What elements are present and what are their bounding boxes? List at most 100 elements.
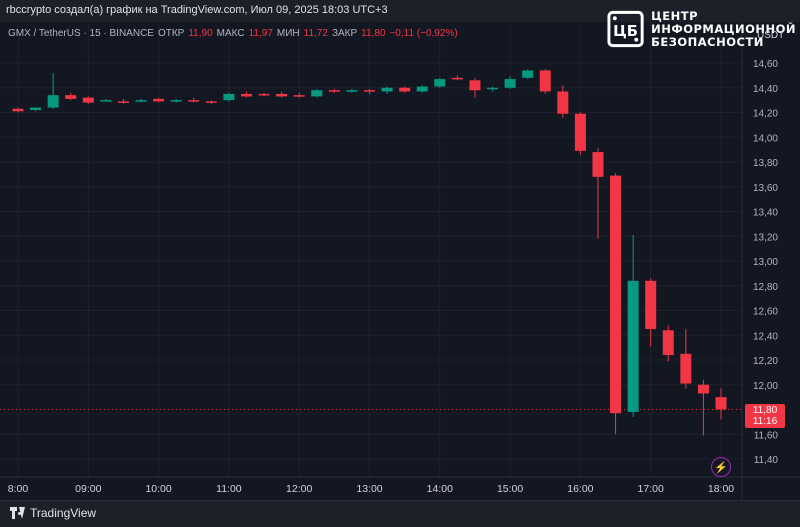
candle-body <box>680 353 692 384</box>
lightning-icon: ⚡ <box>714 461 728 474</box>
candle[interactable] <box>381 86 393 94</box>
candle[interactable] <box>346 88 358 93</box>
candle[interactable] <box>258 92 270 97</box>
candle-body <box>82 97 94 103</box>
candle[interactable] <box>645 278 657 347</box>
candle[interactable] <box>557 85 569 118</box>
candle-body <box>170 100 182 102</box>
candle[interactable] <box>574 112 586 155</box>
candle[interactable] <box>328 88 340 93</box>
candle[interactable] <box>135 98 147 103</box>
candle-body <box>205 101 217 103</box>
candle[interactable] <box>223 92 235 102</box>
candle-body <box>504 79 516 88</box>
candle-body <box>12 108 24 112</box>
candle[interactable] <box>47 72 59 109</box>
y-tick-label: 11,60 <box>754 430 779 441</box>
y-tick-label: 14,60 <box>753 59 778 70</box>
candle[interactable] <box>680 329 692 389</box>
candle-body <box>627 280 639 412</box>
y-tick-label: 11,40 <box>754 455 779 466</box>
candle[interactable] <box>627 235 639 417</box>
candlestick-chart[interactable]: 14,60 14,40 14,20 14,00 13,80 13,60 13,40 13,20… <box>0 22 800 500</box>
legend-low-label: МИН <box>276 28 300 39</box>
watermark-line-3: БЕЗОПАСНОСТИ <box>651 34 764 49</box>
candle[interactable] <box>469 77 481 98</box>
candle[interactable] <box>30 107 42 112</box>
tradingview-brand[interactable]: TradingView <box>10 506 96 520</box>
svg-text:ЦБ: ЦБ <box>613 23 638 40</box>
candle-body <box>592 152 604 177</box>
y-tick-label: 13,20 <box>753 232 778 243</box>
bottom-bar: TradingView <box>0 500 800 527</box>
candle[interactable] <box>697 379 709 436</box>
cib-logo-icon: ЦБ <box>607 10 644 48</box>
candle[interactable] <box>293 92 305 98</box>
x-tick-label: 17:00 <box>638 483 664 495</box>
candle[interactable] <box>662 325 674 362</box>
candle[interactable] <box>522 69 534 80</box>
candle-body <box>557 91 569 114</box>
candle-body <box>188 100 200 102</box>
candle-body <box>47 95 59 108</box>
candle-body <box>258 93 270 96</box>
candle[interactable] <box>504 76 516 89</box>
y-tick-label: 14,40 <box>753 84 778 95</box>
candle[interactable] <box>12 107 24 113</box>
candle[interactable] <box>451 75 463 81</box>
candle-body <box>346 90 358 92</box>
candle-body <box>610 175 622 414</box>
watermark-line-1: ЦЕНТР <box>651 8 699 23</box>
candle[interactable] <box>153 97 165 103</box>
y-tick-label: 14,20 <box>753 109 778 120</box>
candle[interactable] <box>434 77 446 88</box>
candle[interactable] <box>416 85 428 93</box>
candle-body <box>311 90 323 97</box>
candle-body <box>30 107 42 111</box>
candle[interactable] <box>592 148 604 239</box>
last-price-value: 11,80 <box>752 405 778 416</box>
candle-body <box>276 93 288 97</box>
candle[interactable] <box>487 86 499 92</box>
x-tick-label: 14:00 <box>427 483 453 495</box>
candle-body <box>487 87 499 90</box>
candle-body <box>240 93 252 97</box>
x-tick-label: 15:00 <box>497 483 523 495</box>
chart-area[interactable]: 14,60 14,40 14,20 14,00 13,80 13,60 13,40 13,20… <box>0 22 800 500</box>
last-price-badge: 11,80 11:16 <box>745 404 785 428</box>
candle[interactable] <box>82 96 94 104</box>
legend-open-value: 11,90 <box>188 28 213 39</box>
candle[interactable] <box>100 98 112 102</box>
candle[interactable] <box>399 86 411 93</box>
candle-body <box>697 384 709 394</box>
tradingview-brand-text: TradingView <box>30 506 97 520</box>
legend-high-value: 11,97 <box>248 28 273 39</box>
candle[interactable] <box>117 98 129 104</box>
candle[interactable] <box>276 91 288 98</box>
candle-body <box>416 86 428 92</box>
candle[interactable] <box>311 88 323 98</box>
legend-low-value: 11,72 <box>303 28 328 39</box>
y-tick-label: 12,60 <box>753 307 778 318</box>
candle[interactable] <box>65 92 77 101</box>
candle[interactable] <box>539 69 551 94</box>
x-tick-label: 12:00 <box>286 483 312 495</box>
y-tick-label: 12,80 <box>753 282 778 293</box>
candle-body <box>539 70 551 92</box>
candle[interactable] <box>364 88 375 94</box>
candle[interactable] <box>205 100 217 104</box>
lightning-button[interactable]: ⚡ <box>711 457 731 477</box>
candle[interactable] <box>170 98 182 103</box>
legend-close-label: ЗАКР <box>331 28 358 39</box>
candle-body <box>328 90 340 92</box>
candle[interactable] <box>188 97 200 103</box>
y-tick-label: 12,40 <box>753 331 778 342</box>
candle[interactable] <box>715 388 727 420</box>
legend-high-label: МАКС <box>216 28 245 39</box>
tradingview-logo-icon <box>10 507 25 519</box>
legend-open-label: ОТКР <box>157 28 185 39</box>
candle-body <box>223 93 235 101</box>
candle[interactable] <box>240 91 252 98</box>
candle[interactable] <box>610 173 622 435</box>
